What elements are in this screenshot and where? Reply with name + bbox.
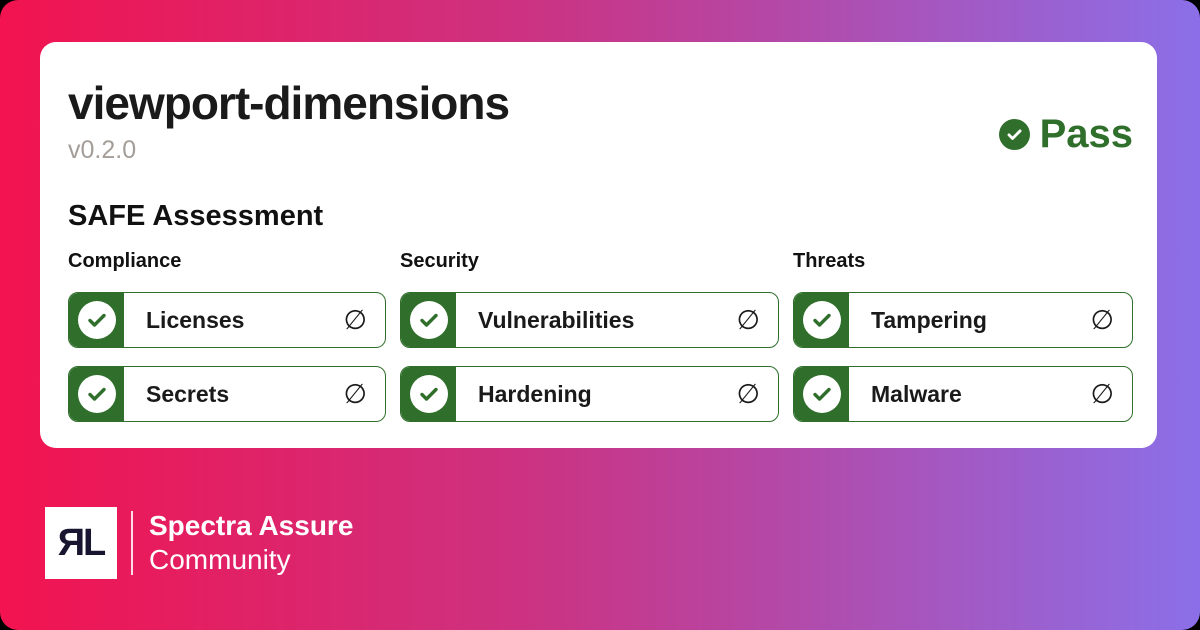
empty-set-icon: ∅ (736, 304, 760, 336)
pass-state-block (401, 367, 456, 421)
package-version: v0.2.0 (68, 136, 137, 164)
pass-state-block (794, 367, 849, 421)
check-circle-icon (77, 301, 116, 339)
status-label: Pass (1039, 112, 1133, 156)
section-label: Security (400, 250, 479, 272)
pass-state-block (69, 367, 124, 421)
pass-state-block (794, 293, 849, 347)
package-name: viewport-dimensions (68, 77, 510, 129)
assessment-row-secrets: Secrets ∅ (68, 366, 386, 422)
assessment-row-malware: Malware ∅ (793, 366, 1133, 422)
brand-footer: ЯL Spectra Assure Community (45, 507, 353, 579)
pass-state-block (401, 293, 456, 347)
assessment-row-hardening: Hardening ∅ (400, 366, 779, 422)
empty-set-icon: ∅ (1090, 304, 1114, 336)
footer-divider (131, 511, 133, 575)
reversinglabs-logo: ЯL (45, 507, 117, 579)
check-circle-icon (409, 301, 448, 339)
row-label: Tampering (871, 306, 987, 333)
row-label: Vulnerabilities (478, 306, 635, 333)
empty-set-icon: ∅ (343, 378, 367, 410)
assessment-row-licenses: Licenses ∅ (68, 292, 386, 348)
assessment-row-tampering: Tampering ∅ (793, 292, 1133, 348)
row-label: Secrets (146, 380, 230, 407)
check-circle-icon (409, 375, 448, 413)
footer-text: Spectra Assure Community (149, 509, 353, 577)
check-circle-icon (998, 119, 1030, 150)
row-label: Hardening (478, 380, 592, 407)
edition-name: Community (149, 544, 291, 575)
status-badge: Pass (998, 112, 1133, 157)
empty-set-icon: ∅ (343, 304, 367, 336)
section-label: Threats (793, 250, 866, 272)
empty-set-icon: ∅ (736, 378, 760, 410)
row-label: Licenses (146, 306, 245, 333)
section-threats: Threats Tampering ∅ Malware ∅ (793, 250, 1133, 422)
brand-name: Spectra Assure (149, 509, 354, 541)
scan-report-card: viewport-dimensions v0.2.0 Pass SAFE Ass… (40, 42, 1157, 448)
pass-state-block (69, 293, 124, 347)
row-label: Malware (871, 380, 962, 407)
assessment-row-vulnerabilities: Vulnerabilities ∅ (400, 292, 779, 348)
empty-set-icon: ∅ (1090, 378, 1114, 410)
section-label: Compliance (68, 250, 182, 272)
section-security: Security Vulnerabilities ∅ Hardening ∅ (400, 250, 779, 422)
section-compliance: Compliance Licenses ∅ Secrets ∅ (68, 250, 386, 422)
check-circle-icon (802, 375, 841, 413)
check-circle-icon (802, 301, 841, 339)
assessment-heading: SAFE Assessment (68, 200, 324, 232)
check-circle-icon (77, 375, 116, 413)
